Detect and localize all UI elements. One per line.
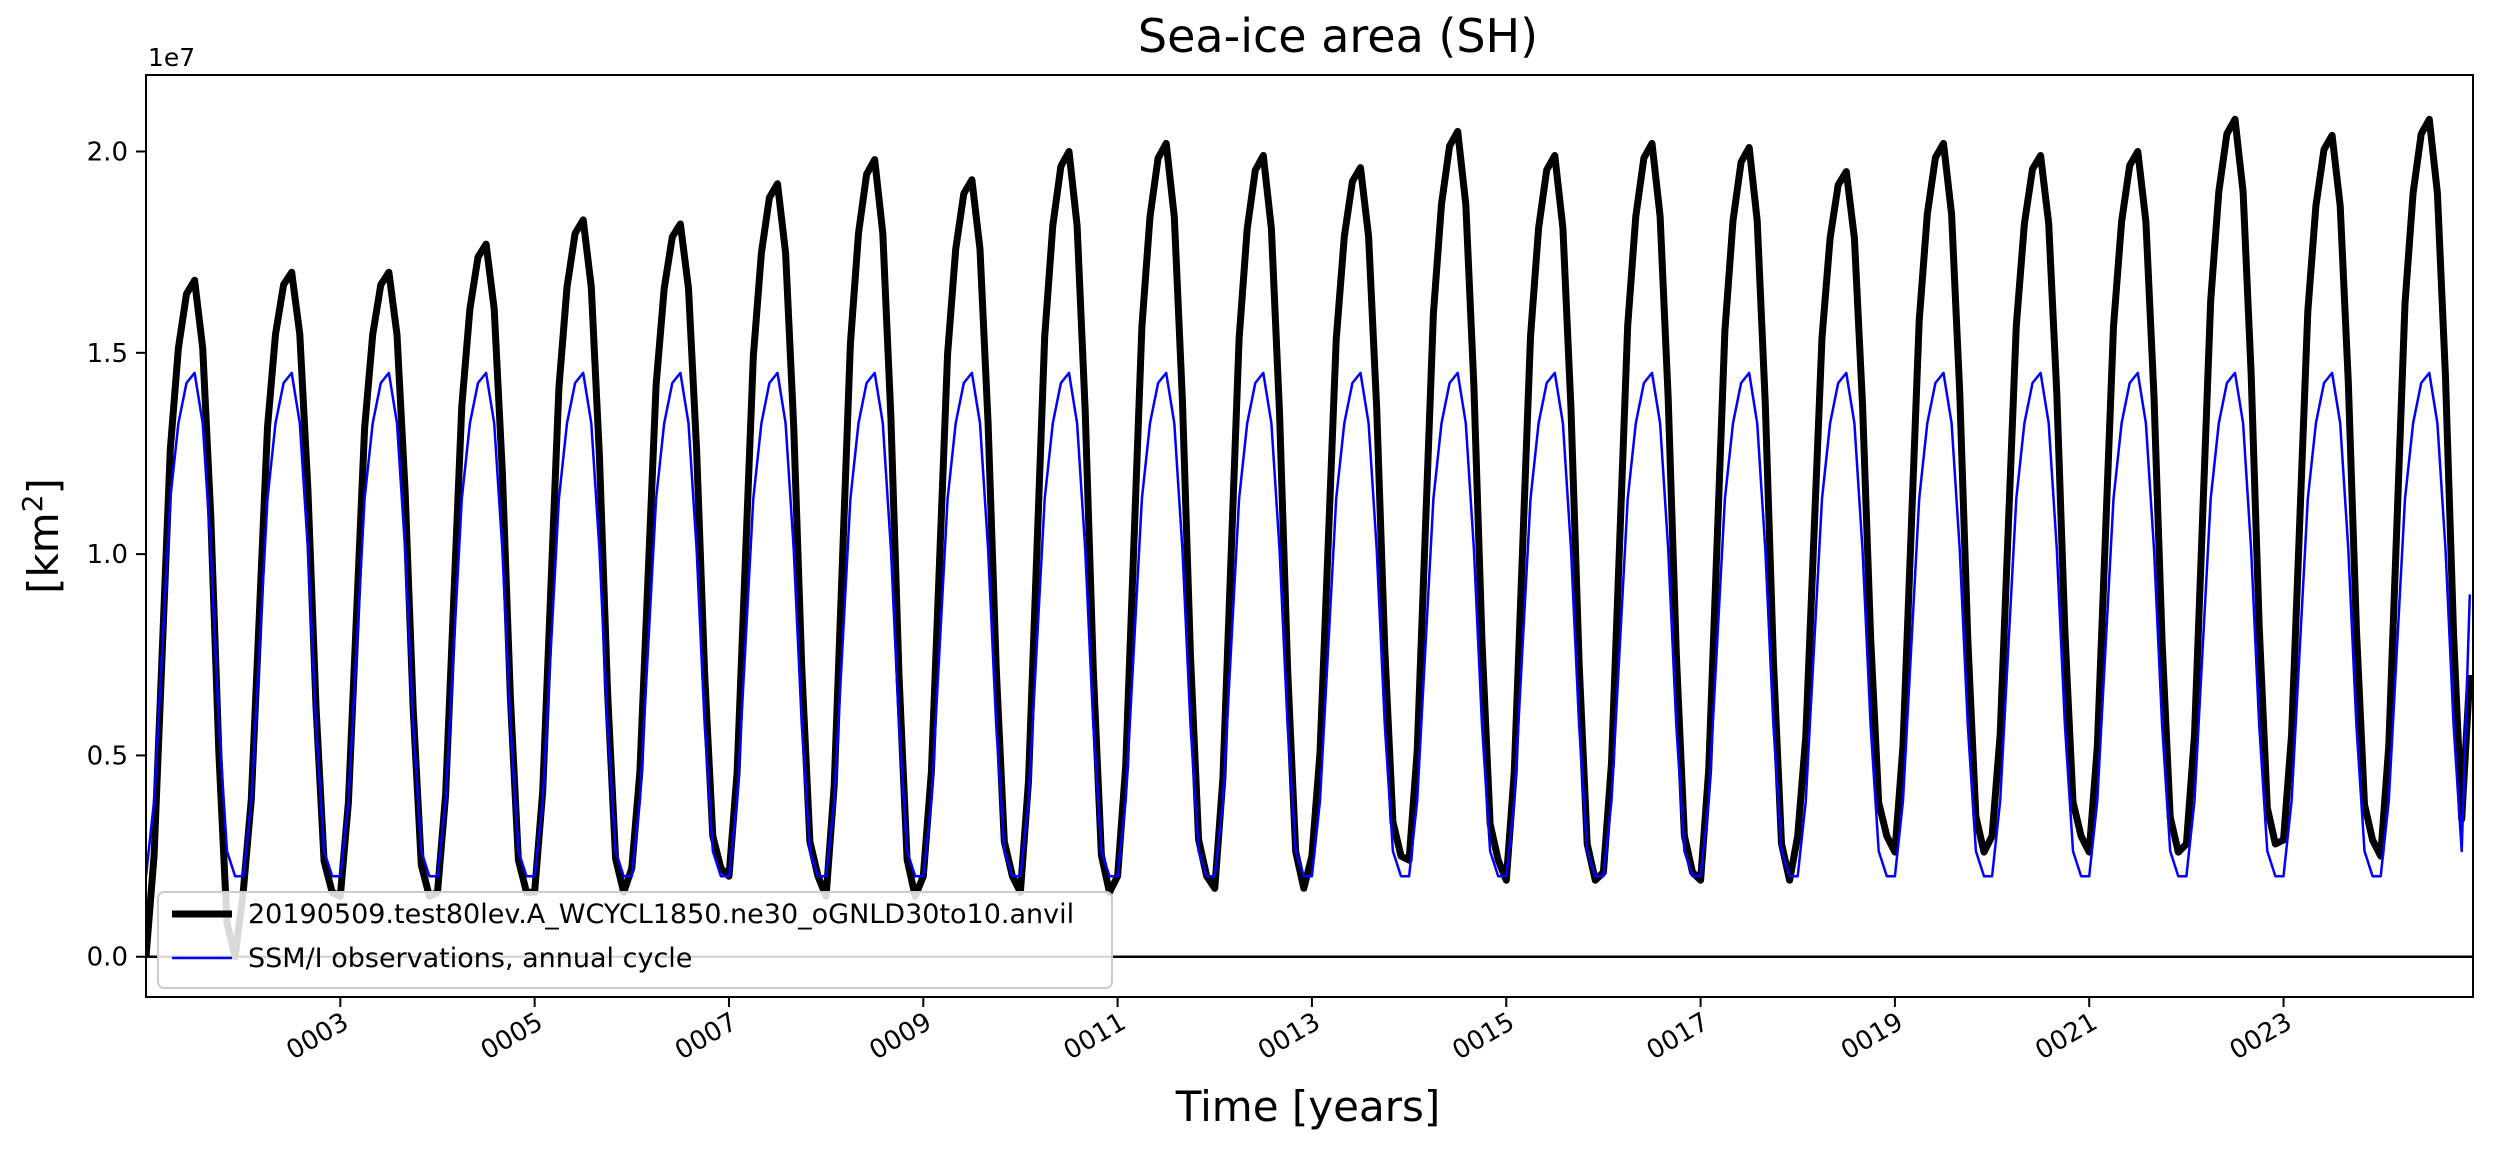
x-tick-label: 0015 <box>1447 1007 1519 1066</box>
x-tick-label: 0021 <box>2030 1007 2102 1066</box>
y-tick-label: 0.0 <box>87 943 128 973</box>
y-tick-label: 1.0 <box>87 540 128 570</box>
series-line-model <box>146 115 2473 961</box>
legend-label-model: 20190509.test80lev.A_WCYCL1850.ne30_oGNL… <box>248 899 1074 930</box>
x-tick-label: 0007 <box>670 1007 742 1066</box>
x-tick-label: 0023 <box>2225 1007 2297 1066</box>
y-axis: 0.0 0.5 1.0 1.5 2.0 <box>87 137 146 973</box>
x-tick-label: 0017 <box>1642 1007 1714 1066</box>
x-tick-label: 0009 <box>864 1007 936 1066</box>
x-axis: 0003 0005 0007 0009 0011 0013 0015 0017 0019 0021… <box>282 997 2297 1066</box>
legend-label-observations: SSM/I observations, annual cycle <box>248 943 692 974</box>
legend: 20190509.test80lev.A_WCYCL1850.ne30_oGNL… <box>157 891 1113 989</box>
x-tick-label: 0013 <box>1253 1007 1325 1066</box>
legend-box <box>157 891 1113 989</box>
series-line-observations <box>146 371 2472 878</box>
x-tick-label: 0011 <box>1059 1007 1131 1066</box>
y-tick-label: 2.0 <box>87 137 128 167</box>
y-axis-label: [km2] <box>16 478 68 594</box>
y-tick-label: 1.5 <box>87 339 128 369</box>
y-offset-text: 1e7 <box>148 43 195 72</box>
x-axis-label: Time [years] <box>1175 1082 1441 1131</box>
x-tick-label: 0019 <box>1836 1007 1908 1066</box>
x-tick-label: 0005 <box>476 1007 548 1066</box>
y-tick-label: 0.5 <box>87 741 128 771</box>
x-tick-label: 0003 <box>282 1007 354 1066</box>
plot-frame <box>145 74 2474 998</box>
chart-title: Sea-ice area (SH) <box>1138 9 1538 63</box>
